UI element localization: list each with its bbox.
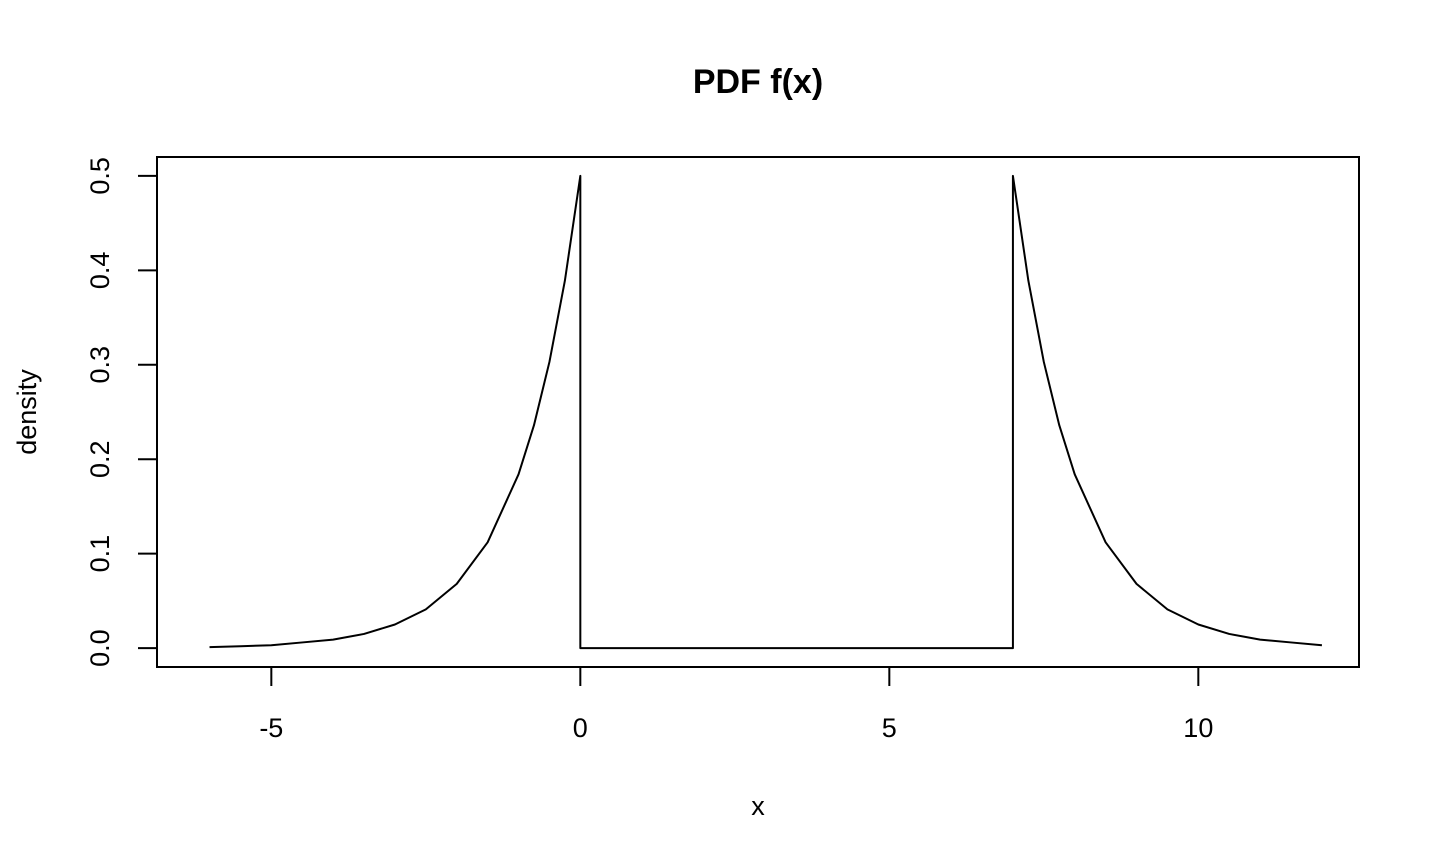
x-axis: -5 0 5 10 xyxy=(259,666,1213,743)
x-axis-label: x xyxy=(751,791,765,821)
series-line-0 xyxy=(209,174,1323,650)
y-tick-label: 0.2 xyxy=(85,440,115,478)
y-axis: 0.0 0.1 0.2 0.3 0.4 0.5 xyxy=(85,157,158,667)
x-tick-label: 10 xyxy=(1183,713,1213,743)
plot-frame xyxy=(156,156,1360,668)
series-layer xyxy=(209,174,1323,650)
y-tick-label: 0.1 xyxy=(85,535,115,573)
y-tick-label: 0.4 xyxy=(85,252,115,290)
y-tick-label: 0.5 xyxy=(85,157,115,195)
y-tick-label: 0.0 xyxy=(85,629,115,667)
y-tick-label: 0.3 xyxy=(85,346,115,384)
chart-title: PDF f(x) xyxy=(693,63,823,101)
x-tick-label: -5 xyxy=(259,713,283,743)
x-tick-label: 0 xyxy=(573,713,588,743)
x-tick-label: 5 xyxy=(882,713,897,743)
y-axis-label: density xyxy=(12,369,42,455)
